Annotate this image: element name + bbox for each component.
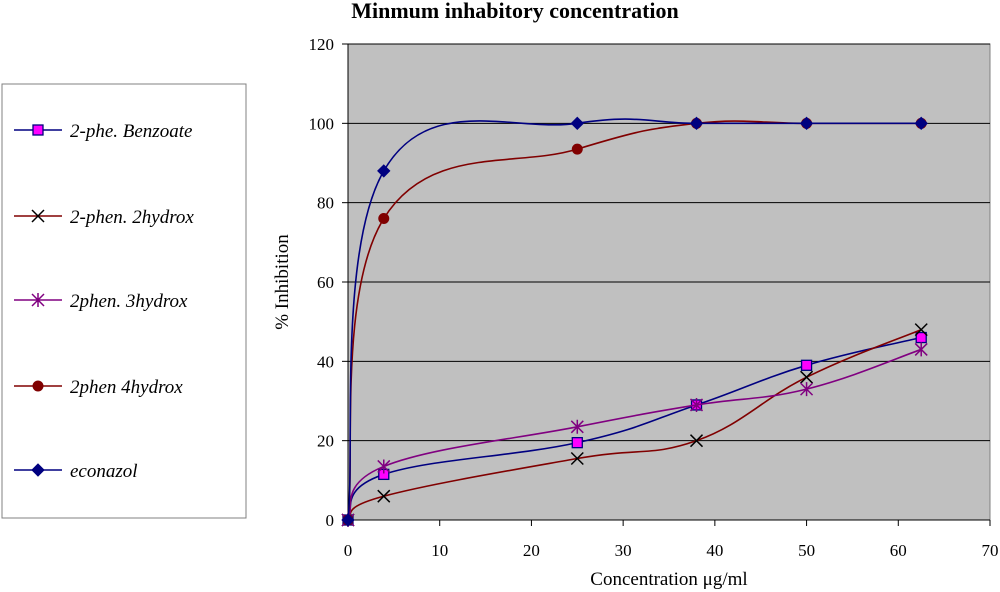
legend-item: econazol <box>14 461 138 482</box>
data-point <box>689 116 704 131</box>
data-point <box>914 323 928 337</box>
gridlines <box>348 43 990 442</box>
data-point <box>378 213 390 225</box>
data-point <box>571 436 583 449</box>
legend-label: 2-phe. Benzoate <box>70 121 192 142</box>
data-point <box>799 116 814 131</box>
y-tick-label: 20 <box>317 432 334 451</box>
data-point <box>570 451 584 466</box>
data-point <box>570 419 584 434</box>
y-tick-label: 80 <box>317 194 334 213</box>
data-point <box>377 164 391 178</box>
legend-marker <box>32 380 44 392</box>
data-point <box>800 382 814 397</box>
data-point <box>377 459 391 474</box>
x-tick-label: 60 <box>890 541 907 560</box>
legend-label: 2-phen. 2hydrox <box>70 207 194 228</box>
x-axis-label: Concentration μg/ml <box>590 569 747 590</box>
legend-label: 2phen. 3hydrox <box>70 291 188 312</box>
x-tick-label: 30 <box>615 541 632 560</box>
series-group <box>341 116 928 527</box>
x-tick-label: 40 <box>706 541 723 560</box>
data-point <box>689 434 704 448</box>
series-5 <box>341 116 928 527</box>
legend-item: 2-phen. 2hydrox <box>14 207 194 228</box>
axes: 0 20 40 60 80 100 120 0 10 20 30 40 50 60 70 <box>309 35 999 560</box>
legend-marker <box>31 463 45 477</box>
data-point <box>689 397 704 412</box>
legend-box <box>1 83 247 519</box>
legend: 2-phe. Benzoate 2-phen. 2hydrox 2phen. 3hy… <box>1 83 247 519</box>
series-2 <box>341 323 928 527</box>
x-tick-label: 10 <box>431 541 448 560</box>
data-point <box>341 513 355 527</box>
legend-marker <box>31 209 45 223</box>
y-tick-label: 40 <box>317 352 334 371</box>
legend-item: 2-phe. Benzoate <box>14 121 192 142</box>
legend-marker <box>31 293 45 307</box>
y-tick-label: 60 <box>317 273 334 292</box>
legend-marker <box>32 124 44 136</box>
x-tick-label: 20 <box>523 541 540 560</box>
legend-label: 2phen 4hydrox <box>70 377 183 398</box>
data-point <box>570 116 584 131</box>
x-tick-label: 70 <box>982 541 999 560</box>
data-point <box>914 116 928 131</box>
chart-title: Minmum inhabitory concentration <box>351 0 679 23</box>
data-point <box>800 359 813 371</box>
y-axis-label: % Inhibition <box>272 234 293 330</box>
x-tick-label: 50 <box>798 541 815 560</box>
y-tick-label: 120 <box>309 35 335 54</box>
data-point <box>571 143 583 155</box>
y-tick-label: 0 <box>326 511 335 530</box>
data-point <box>800 370 814 384</box>
y-tick-label: 100 <box>309 114 335 133</box>
data-point <box>377 489 391 503</box>
x-tick-label: 0 <box>344 541 353 560</box>
legend-item: 2phen 4hydrox <box>14 377 183 398</box>
legend-item: 2phen. 3hydrox <box>14 291 188 312</box>
data-point <box>914 342 928 357</box>
legend-label: econazol <box>70 461 138 482</box>
